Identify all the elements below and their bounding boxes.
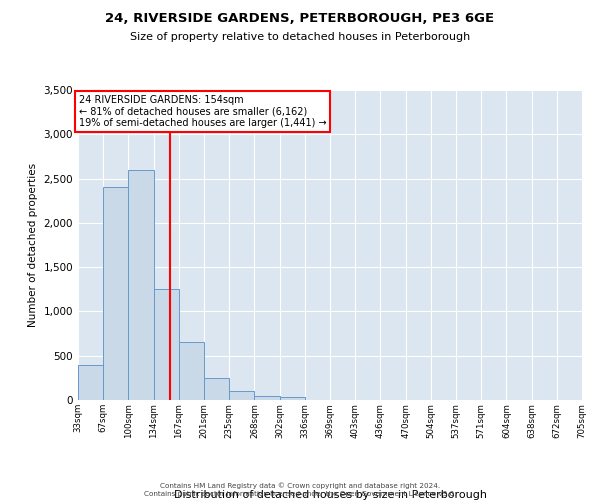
Text: Contains public sector information licensed under the Open Government Licence v3: Contains public sector information licen… bbox=[144, 491, 456, 497]
Y-axis label: Number of detached properties: Number of detached properties bbox=[28, 163, 38, 327]
Bar bbox=[128, 170, 154, 400]
Bar bbox=[103, 188, 128, 400]
Bar bbox=[254, 396, 280, 400]
Text: 24, RIVERSIDE GARDENS, PETERBOROUGH, PE3 6GE: 24, RIVERSIDE GARDENS, PETERBOROUGH, PE3… bbox=[106, 12, 494, 26]
Bar bbox=[280, 398, 305, 400]
Bar bbox=[204, 378, 229, 400]
Text: 24 RIVERSIDE GARDENS: 154sqm
← 81% of detached houses are smaller (6,162)
19% of: 24 RIVERSIDE GARDENS: 154sqm ← 81% of de… bbox=[79, 94, 326, 128]
Text: Contains HM Land Registry data © Crown copyright and database right 2024.: Contains HM Land Registry data © Crown c… bbox=[160, 482, 440, 489]
Bar bbox=[78, 364, 103, 400]
Bar bbox=[229, 391, 254, 400]
X-axis label: Distribution of detached houses by size in Peterborough: Distribution of detached houses by size … bbox=[173, 490, 487, 500]
Bar bbox=[179, 342, 204, 400]
Bar bbox=[154, 290, 179, 400]
Text: Size of property relative to detached houses in Peterborough: Size of property relative to detached ho… bbox=[130, 32, 470, 42]
